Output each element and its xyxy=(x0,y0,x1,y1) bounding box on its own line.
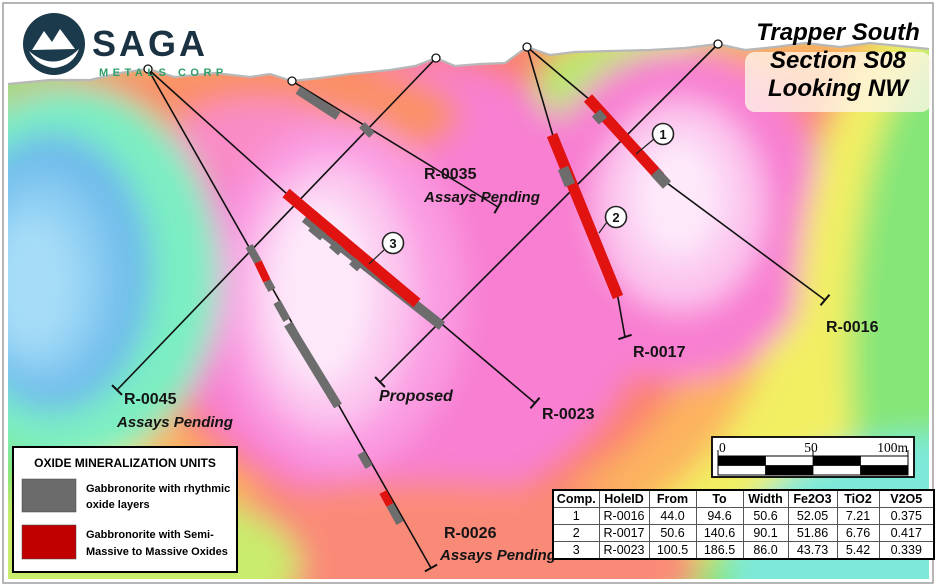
saga-logo-icon xyxy=(23,13,85,75)
cell: 0.417 xyxy=(878,524,935,542)
cell: 140.6 xyxy=(695,524,744,542)
label-r0035-status: Assays Pending xyxy=(423,189,540,206)
table-header-row: Comp. HoleID From To Width Fe2O3 TiO2 V2… xyxy=(552,489,935,508)
cell: 94.6 xyxy=(695,507,744,525)
cell: 6.76 xyxy=(836,524,880,542)
hole-end-ticks xyxy=(111,200,831,573)
logo-name: SAGA xyxy=(92,23,208,64)
marker-1-icon: 1 xyxy=(651,122,675,146)
col-from: From xyxy=(648,489,697,508)
label-proposed: Proposed xyxy=(379,388,454,405)
cell: 52.05 xyxy=(787,507,838,525)
trace-r0045 xyxy=(116,57,437,391)
table-row: 2 R-0017 50.6 140.6 90.1 51.86 6.76 0.41… xyxy=(552,524,935,542)
legend-title: OXIDE MINERALIZATION UNITS xyxy=(34,456,216,470)
cell: 3 xyxy=(552,541,600,560)
marker-3-icon: 3 xyxy=(381,231,405,255)
title-line3: Looking NW xyxy=(768,75,910,102)
title-line1: Trapper South xyxy=(756,19,920,46)
scale-tick-0: 0 xyxy=(719,440,726,455)
cell: R-0016 xyxy=(598,507,650,525)
legend-item1-line1: Gabbronorite with rhythmic xyxy=(86,483,230,495)
label-r0016: R-0016 xyxy=(826,319,879,336)
table-row: 3 R-0023 100.5 186.5 86.0 43.73 5.42 0.3… xyxy=(552,541,935,560)
cell: 50.6 xyxy=(742,507,789,525)
cell: 50.6 xyxy=(648,524,697,542)
legend-item1-line2: oxide layers xyxy=(86,499,150,511)
title-line2: Section S08 xyxy=(770,47,907,74)
cell: 1 xyxy=(552,507,600,525)
trace-r0035 xyxy=(291,80,499,208)
col-comp: Comp. xyxy=(552,489,600,508)
marker-2-icon: 2 xyxy=(604,205,628,229)
col-tio2: TiO2 xyxy=(836,489,880,508)
cell: 51.86 xyxy=(787,524,838,542)
company-logo: SAGA METALS CORP xyxy=(23,13,228,79)
col-width: Width xyxy=(742,489,789,508)
col-to: To xyxy=(695,489,744,508)
collar-icons xyxy=(143,39,723,86)
composite-assay-table: Comp. HoleID From To Width Fe2O3 TiO2 V2… xyxy=(552,489,935,560)
topography-line xyxy=(8,41,929,86)
cell: R-0017 xyxy=(598,524,650,542)
label-r0026: R-0026 xyxy=(444,525,497,542)
marker-2-label: 2 xyxy=(612,210,619,225)
cell: 0.339 xyxy=(878,541,935,560)
scale-bar: 0 50 100m xyxy=(711,436,915,478)
logo-subtitle: METALS CORP xyxy=(99,67,228,79)
label-r0045-status: Assays Pending xyxy=(116,414,233,431)
cell: 90.1 xyxy=(742,524,789,542)
cell: 44.0 xyxy=(648,507,697,525)
label-r0017: R-0017 xyxy=(633,344,686,361)
label-r0035: R-0035 xyxy=(424,166,477,183)
col-holeid: HoleID xyxy=(598,489,650,508)
col-fe2o3: Fe2O3 xyxy=(787,489,838,508)
legend-swatch-red xyxy=(21,524,77,560)
legend-box: OXIDE MINERALIZATION UNITS Gabbronorite … xyxy=(12,446,238,573)
marker-1-label: 1 xyxy=(659,127,666,142)
table-row: 1 R-0016 44.0 94.6 50.6 52.05 7.21 0.375 xyxy=(552,507,935,525)
cell: 7.21 xyxy=(836,507,880,525)
cell: 100.5 xyxy=(648,541,697,560)
marker-3-label: 3 xyxy=(389,236,396,251)
legend-item2-line2: Massive to Massive Oxides xyxy=(86,546,228,558)
composite-markers: 1 2 3 xyxy=(368,122,675,265)
legend-item2-line1: Gabbronorite with Semi- xyxy=(86,529,214,541)
scale-tick-100: 100m xyxy=(877,440,908,455)
scale-tick-50: 50 xyxy=(804,440,818,455)
label-r0023: R-0023 xyxy=(542,406,595,423)
cell: 86.0 xyxy=(742,541,789,560)
cell: 43.73 xyxy=(787,541,838,560)
cell: 2 xyxy=(552,524,600,542)
cell: 5.42 xyxy=(836,541,880,560)
cell: 186.5 xyxy=(695,541,744,560)
legend-swatch-gray xyxy=(21,478,77,513)
hole-labels: R-0035 Assays Pending R-0045 Assays Pend… xyxy=(116,166,879,564)
col-v2o5: V2O5 xyxy=(878,489,935,508)
sky-mask xyxy=(8,8,929,84)
title-block: Trapper South Section S08 Looking NW xyxy=(745,19,931,112)
cell: 0.375 xyxy=(878,507,935,525)
label-r0026-status: Assays Pending xyxy=(439,547,556,564)
cell: R-0023 xyxy=(598,541,650,560)
label-r0045: R-0045 xyxy=(124,391,177,408)
mineralized-intervals xyxy=(245,86,672,525)
